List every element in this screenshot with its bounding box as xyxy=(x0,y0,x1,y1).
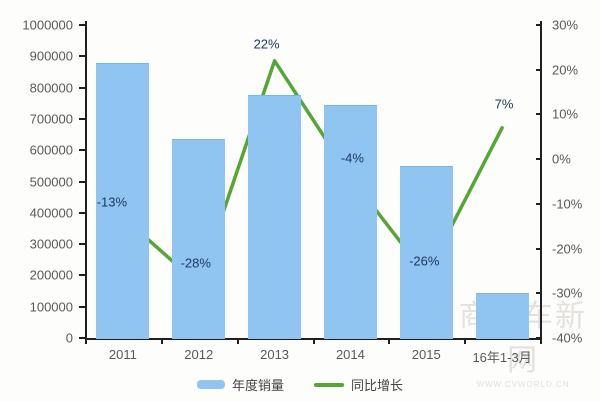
y-axis-right-tick-label: 30% xyxy=(552,17,579,33)
growth-point-label: -26% xyxy=(409,253,440,269)
y-axis-right-tick xyxy=(536,292,542,295)
legend-item-growth: 同比增长 xyxy=(314,375,403,394)
y-axis-left-tick xyxy=(79,117,85,120)
y-axis-left-tick-label: 700000 xyxy=(29,111,73,127)
y-axis-left-line xyxy=(85,21,87,340)
y-axis-left-tick xyxy=(79,149,85,152)
growth-point-label: -28% xyxy=(180,255,211,271)
x-axis-category-label: 2014 xyxy=(335,347,365,362)
legend-label-growth: 同比增长 xyxy=(351,378,404,393)
y-axis-right-tick xyxy=(536,158,542,161)
y-axis-left-tick-label: 500000 xyxy=(29,174,73,189)
x-axis-tick xyxy=(85,338,87,344)
y-axis-left-tick-label: 400000 xyxy=(29,205,73,221)
x-axis-tick xyxy=(160,338,163,344)
y-axis-right-tick xyxy=(536,113,542,116)
x-axis-category-label: 2011 xyxy=(108,347,137,362)
y-axis-right-tick-label: -30% xyxy=(552,285,583,301)
growth-point-label: -4% xyxy=(340,150,364,166)
y-axis-left-tick-label: 600000 xyxy=(29,142,73,158)
sales-bar xyxy=(399,165,453,339)
x-axis-category-label: 2013 xyxy=(260,347,290,362)
y-axis-right-tick-label: 20% xyxy=(552,62,579,78)
y-axis-left-tick-label: 1000000 xyxy=(22,17,73,33)
sales-bar xyxy=(248,95,302,339)
y-axis-right-tick-label: 10% xyxy=(552,106,579,122)
y-axis-right-tick xyxy=(536,247,542,250)
y-axis-left-tick xyxy=(79,24,85,26)
y-axis-right-tick xyxy=(536,337,542,339)
x-axis-category-label: 16年1-3月 xyxy=(472,350,532,365)
legend-label-sales: 年度销量 xyxy=(231,378,284,393)
growth-point-label: 7% xyxy=(494,96,514,112)
y-axis-left-tick-label: 800000 xyxy=(29,80,73,96)
y-axis-left-tick-label: 900000 xyxy=(29,48,73,64)
y-axis-right-tick-label: 0% xyxy=(552,151,571,167)
legend: 年度销量 同比增长 xyxy=(0,375,600,394)
y-axis-left-tick-label: 100000 xyxy=(29,299,73,315)
y-axis-left-tick xyxy=(79,211,85,214)
y-axis-right-tick-label: -10% xyxy=(552,196,583,212)
y-axis-left-tick-label: 0 xyxy=(65,330,73,346)
x-axis-tick xyxy=(464,338,467,344)
legend-item-sales: 年度销量 xyxy=(196,375,284,394)
x-axis-tick xyxy=(540,338,542,344)
y-axis-left-tick xyxy=(79,180,85,183)
sales-bar xyxy=(172,139,226,339)
x-axis-category-label: 2012 xyxy=(184,347,214,362)
y-axis-left-tick xyxy=(79,86,85,89)
y-axis-left-tick xyxy=(79,55,85,58)
y-axis-right-tick-label: -20% xyxy=(552,241,583,257)
line-swatch-icon xyxy=(314,382,344,387)
y-axis-right-tick xyxy=(536,24,542,26)
y-axis-left-tick xyxy=(79,305,85,308)
y-axis-right-tick-label: -40% xyxy=(552,330,583,346)
sales-bar xyxy=(323,104,377,339)
y-axis-left-tick-label: 300000 xyxy=(29,236,73,252)
y-axis-left-tick xyxy=(79,243,85,246)
y-axis-left-tick-label: 200000 xyxy=(29,267,73,283)
sales-bar xyxy=(475,292,529,339)
x-axis-tick xyxy=(388,338,391,344)
y-axis-left-tick xyxy=(79,337,85,339)
y-axis-right-tick xyxy=(536,68,542,71)
bar-swatch-icon xyxy=(196,380,225,389)
y-axis-right-line xyxy=(540,21,542,340)
sales-bar xyxy=(96,62,150,339)
x-axis-tick xyxy=(312,338,315,344)
growth-point-label: -13% xyxy=(96,194,128,210)
growth-point-label: 22% xyxy=(253,36,280,52)
x-axis-tick xyxy=(236,338,239,344)
y-axis-left-tick xyxy=(79,274,85,277)
y-axis-right-tick xyxy=(536,202,542,205)
x-axis-category-label: 2015 xyxy=(411,347,441,362)
